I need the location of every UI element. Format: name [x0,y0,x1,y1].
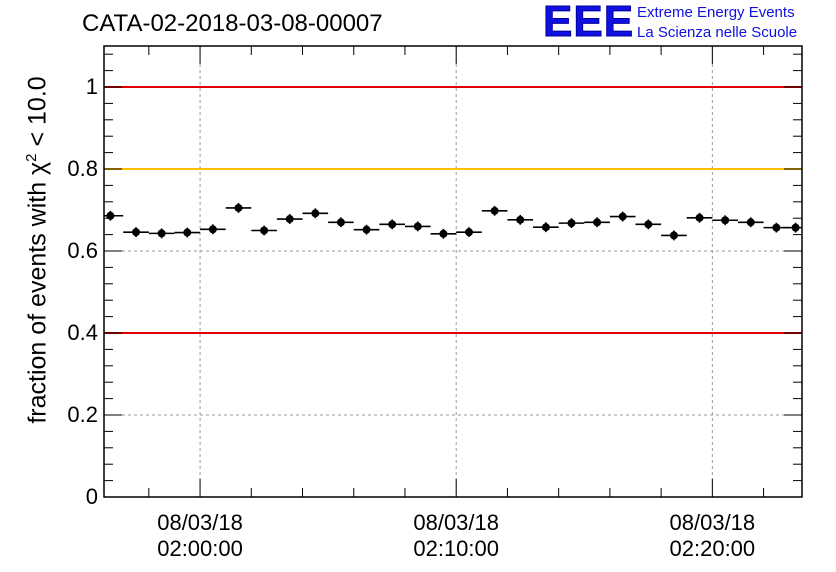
plot-border [103,45,803,498]
x-tick-label: 08/03/18 02:20:00 [642,510,782,562]
x-tick-time: 02:00:00 [157,536,243,561]
data-point [200,224,226,235]
x-tick-date: 08/03/18 [413,510,499,535]
data-point [174,227,201,238]
x-tick-label: 08/03/18 02:10:00 [386,510,526,562]
data-point [404,221,431,232]
data-point [635,219,662,230]
point-marker [388,220,397,229]
chart-title: CATA-02-2018-03-08-00007 [82,10,383,37]
point-marker [541,223,550,232]
y-tick-label: 0.8 [67,156,98,181]
data-point [456,227,482,238]
x-tick-date: 08/03/18 [157,510,243,535]
x-tick-date: 08/03/18 [669,510,756,535]
point-marker [644,220,653,229]
data-point [533,222,559,233]
x-tick-label: 08/03/18 02:00:00 [130,510,270,562]
y-tick-label: 0.6 [67,238,98,263]
data-point [558,218,585,229]
point-marker [336,218,345,227]
data-point [609,211,636,222]
point-marker [465,228,474,237]
point-marker [183,228,192,237]
point-marker [208,225,217,234]
point-marker [791,223,800,232]
plot-frame [103,45,803,498]
data-point [712,215,738,226]
point-marker [772,223,781,232]
point-marker [593,218,602,227]
logo-subtitle-line2: La Scienza nelle Scuole [637,24,798,41]
data-point [737,217,764,228]
point-marker [132,228,141,237]
data-point [782,222,802,233]
x-tick-time: 02:10:00 [413,536,499,561]
x-tick-time: 02:20:00 [669,536,756,561]
point-marker [157,229,166,238]
y-tick-label: 0 [85,484,98,509]
y-tick-label: 0.2 [67,402,98,427]
data-point [430,228,457,239]
data-point [276,214,303,224]
point-marker [490,206,499,215]
data-points [104,203,802,241]
data-point [507,214,534,225]
grid-lines [104,46,802,497]
point-marker [669,231,678,240]
data-point [302,208,329,219]
data-point [251,225,277,236]
point-marker [567,219,576,228]
eee-logo: EEE Extreme Energy Events La Scienza nel… [542,0,833,46]
point-marker [285,215,294,224]
data-point [584,217,610,228]
point-marker [362,225,371,234]
point-marker [746,218,755,227]
data-point [123,227,149,238]
point-marker [311,209,320,218]
point-marker [260,226,269,235]
data-point [148,228,175,239]
data-point [104,210,124,221]
point-marker [413,222,422,231]
data-point [686,212,713,223]
point-marker [439,229,448,238]
point-marker [721,216,730,225]
point-marker [516,215,525,224]
data-point [379,219,405,230]
eee-logo-mark: EEE [542,0,635,46]
data-point [661,230,687,241]
y-tick-label: 1 [85,74,98,99]
data-point [328,217,354,228]
point-marker [618,212,627,221]
data-point [225,203,252,213]
data-point [481,205,508,216]
reference-lines [104,86,802,334]
data-point [353,224,380,235]
y-tick-label: 0.4 [67,320,98,345]
logo-subtitle-line1: Extreme Energy Events [637,4,795,21]
point-marker [234,203,243,212]
point-marker [695,213,704,222]
